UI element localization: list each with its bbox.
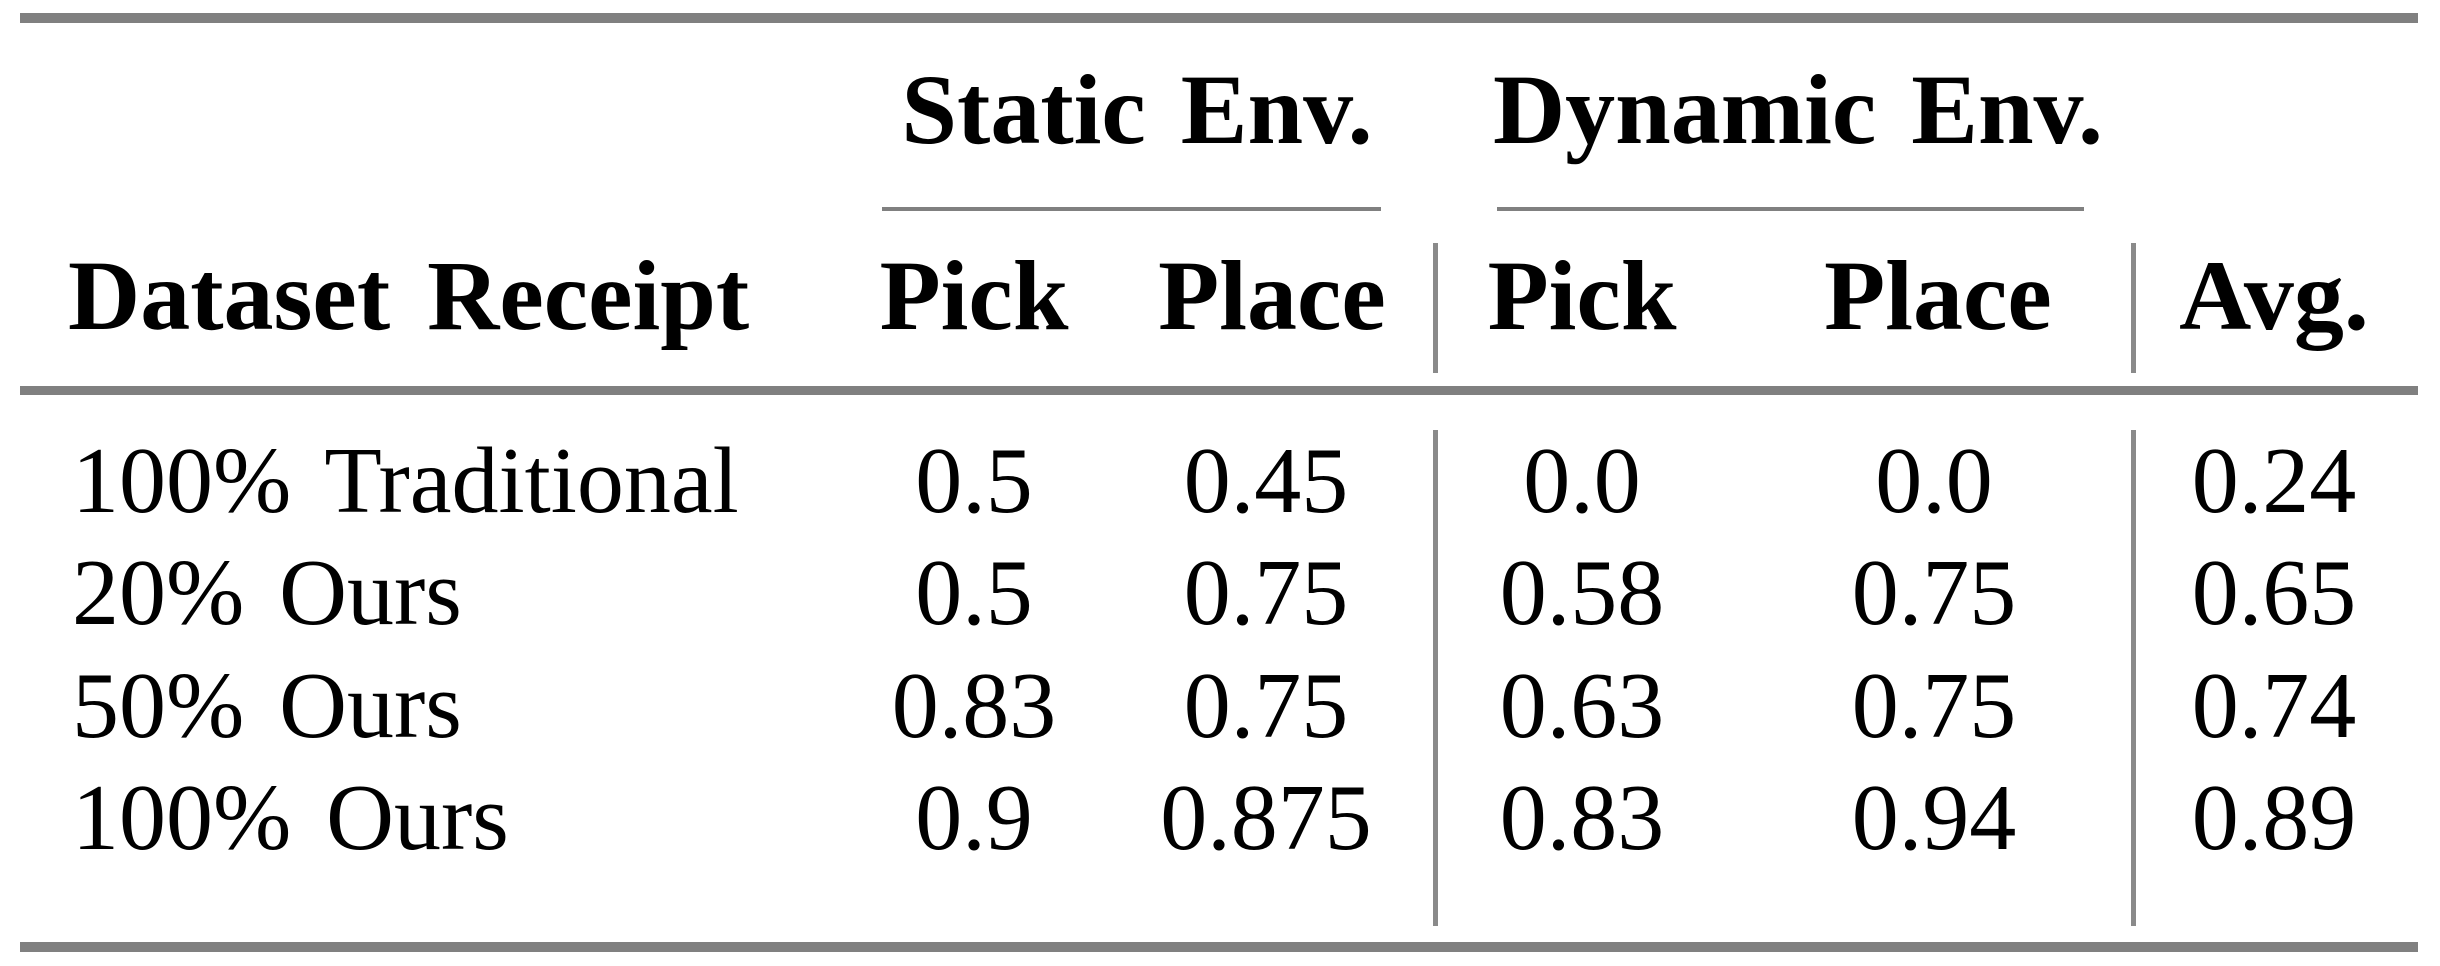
- header-avg: Avg.: [2179, 240, 2369, 351]
- cell-static-pick: 0.5: [915, 429, 1033, 533]
- cell-dynamic-pick: 0.63: [1499, 654, 1665, 758]
- cell-static-pick: 0.5: [915, 541, 1033, 645]
- row-label: 20% Ours: [72, 541, 462, 645]
- cell-avg: 0.24: [2191, 429, 2357, 533]
- top-rule: [20, 13, 2418, 23]
- separator-static-dynamic-header: [1433, 243, 1438, 373]
- row-label: 100% Ours: [72, 766, 509, 870]
- separator-static-dynamic-body: [1433, 430, 1438, 926]
- cell-static-place: 0.875: [1160, 766, 1372, 870]
- cell-dynamic-place: 0.0: [1875, 429, 1993, 533]
- cell-dynamic-place: 0.94: [1851, 766, 2017, 870]
- row-label: 50% Ours: [72, 654, 462, 758]
- cell-dynamic-pick: 0.0: [1523, 429, 1641, 533]
- cell-static-pick: 0.83: [891, 654, 1057, 758]
- cell-static-place: 0.45: [1183, 429, 1349, 533]
- mid-rule: [20, 386, 2418, 395]
- cell-static-pick: 0.9: [915, 766, 1033, 870]
- col-group-static-env: Static Env.: [901, 54, 1373, 165]
- separator-avg-body: [2131, 430, 2136, 926]
- static-env-cmidrule: [882, 207, 1381, 211]
- cell-dynamic-pick: 0.83: [1499, 766, 1665, 870]
- header-dynamic-pick: Pick: [1487, 240, 1677, 351]
- dynamic-env-cmidrule: [1497, 207, 2084, 211]
- cell-avg: 0.89: [2191, 766, 2357, 870]
- row-label: 100% Traditional: [72, 429, 739, 533]
- header-dataset-receipt: Dataset Receipt: [68, 240, 750, 351]
- cell-dynamic-place: 0.75: [1851, 654, 2017, 758]
- cell-avg: 0.65: [2191, 541, 2357, 645]
- separator-avg-header: [2131, 243, 2136, 373]
- cell-dynamic-place: 0.75: [1851, 541, 2017, 645]
- col-group-dynamic-env: Dynamic Env.: [1492, 54, 2104, 165]
- bottom-rule: [20, 942, 2418, 952]
- cell-static-place: 0.75: [1183, 541, 1349, 645]
- header-dynamic-place: Place: [1824, 240, 2052, 351]
- header-static-place: Place: [1158, 240, 1386, 351]
- cell-static-place: 0.75: [1183, 654, 1349, 758]
- header-static-pick: Pick: [879, 240, 1069, 351]
- cell-avg: 0.74: [2191, 654, 2357, 758]
- cell-dynamic-pick: 0.58: [1499, 541, 1665, 645]
